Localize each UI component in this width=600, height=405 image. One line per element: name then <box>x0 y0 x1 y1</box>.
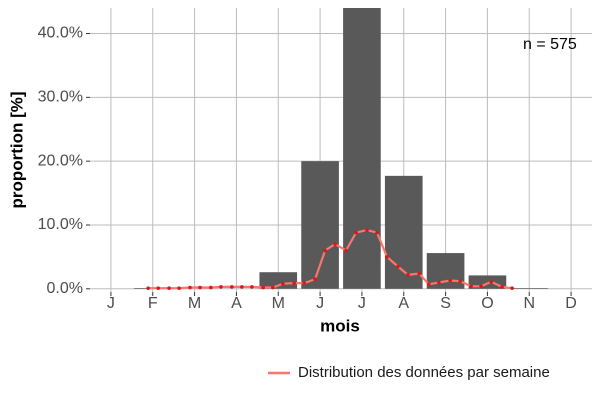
x-tick-label: M <box>188 295 201 312</box>
y-tick-label: 40.0% <box>38 25 83 42</box>
x-tick-label: F <box>148 295 158 312</box>
weekly-point <box>240 285 244 289</box>
weekly-point <box>500 285 504 289</box>
weekly-point <box>177 286 181 290</box>
y-tick-label: 0.0% <box>47 280 83 297</box>
weekly-point <box>365 228 369 232</box>
weekly-point <box>209 285 213 290</box>
y-axis-label: proportion [%] <box>7 91 26 208</box>
weekly-point <box>385 255 389 259</box>
bar <box>510 288 549 289</box>
weekly-point <box>292 281 296 285</box>
weekly-point <box>198 285 202 290</box>
x-tick-label: O <box>481 295 493 312</box>
weekly-point <box>479 284 483 289</box>
weekly-point <box>489 279 493 284</box>
x-tick-label: N <box>523 295 535 312</box>
weekly-point <box>281 281 285 286</box>
weekly-point <box>375 230 379 235</box>
bar <box>259 272 298 289</box>
weekly-point <box>146 286 150 290</box>
weekly-point <box>458 279 463 283</box>
weekly-point <box>448 278 452 283</box>
x-tick-label: J <box>107 295 115 312</box>
grid <box>90 8 592 292</box>
bar <box>301 161 339 289</box>
weekly-point <box>302 281 306 285</box>
weekly-point <box>510 286 514 290</box>
weekly-point <box>333 242 337 246</box>
y-tick-label: 20.0% <box>38 152 83 169</box>
weekly-point <box>437 280 441 285</box>
weekly-point <box>323 248 327 253</box>
weekly-point <box>396 264 400 269</box>
legend-label: Distribution des données par semaine <box>298 364 550 381</box>
weekly-point <box>271 285 275 290</box>
weekly-point <box>156 286 160 290</box>
weekly-point <box>219 285 223 289</box>
weekly-point <box>261 285 265 290</box>
annotation: n = 575 <box>523 36 577 53</box>
weekly-point <box>167 286 171 290</box>
bar <box>343 8 381 289</box>
weekly-point <box>427 282 431 287</box>
weekly-point <box>313 277 317 282</box>
weekly-point <box>344 248 348 253</box>
weekly-point <box>354 230 358 235</box>
x-tick-label: A <box>231 295 242 312</box>
plot-area <box>133 8 549 290</box>
x-tick-label: S <box>440 295 451 312</box>
x-tick-label: A <box>398 295 409 312</box>
x-tick-label: M <box>272 295 285 312</box>
weekly-point <box>417 271 422 276</box>
x-axis-label: mois <box>320 316 360 335</box>
x-tick-label: D <box>565 295 577 312</box>
legend: Distribution des données par semaine <box>268 364 550 381</box>
weekly-point <box>250 285 254 289</box>
y-tick-label: 10.0% <box>38 216 83 233</box>
x-tick-label: J <box>316 295 324 312</box>
x-tick-label: J <box>358 295 366 312</box>
y-tick-label: 30.0% <box>38 89 83 106</box>
weekly-point <box>188 285 192 290</box>
weekly-point <box>469 284 473 289</box>
weekly-point <box>230 285 234 289</box>
weekly-point <box>406 272 410 277</box>
